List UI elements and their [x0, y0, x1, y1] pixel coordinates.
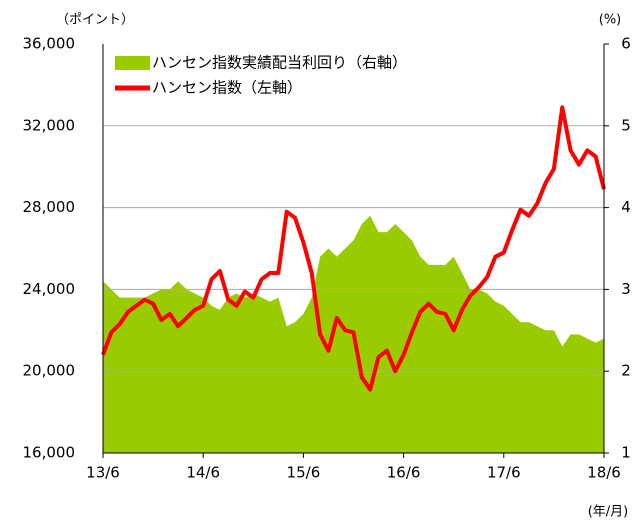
x-tick-label: 13/6 [86, 464, 120, 482]
legend-swatch [115, 56, 150, 70]
x-tick-label: 17/6 [487, 464, 521, 482]
y-tick-label: 16,000 [23, 444, 76, 462]
y2-tick-label: 3 [621, 280, 631, 298]
y-unit: （ポイント） [56, 13, 134, 28]
y-tick-label: 24,000 [23, 280, 76, 298]
y2-tick-label: 1 [621, 444, 631, 462]
legend-label: ハンセン指数実績配当利回り（右軸） [152, 54, 407, 72]
y-tick-label: 32,000 [23, 116, 76, 134]
x-tick-label: 14/6 [186, 464, 220, 482]
y2-tick-label: 4 [621, 198, 631, 216]
y2-tick-label: 2 [621, 362, 631, 380]
x-tick-label: 15/6 [287, 464, 321, 482]
y2-tick-label: 6 [621, 35, 631, 53]
legend-label: ハンセン指数（左軸） [152, 79, 302, 97]
y-tick-label: 20,000 [23, 362, 76, 380]
x-tick-label: 16/6 [387, 464, 421, 482]
y2-tick-label: 5 [621, 116, 631, 134]
line [101, 105, 606, 392]
x-tick-label: 18/6 [587, 464, 621, 482]
y2-unit: (%) [599, 13, 622, 28]
y-tick-label: 36,000 [23, 35, 76, 53]
x-unit: (年/月) [588, 505, 629, 520]
y-tick-label: 28,000 [23, 198, 76, 216]
